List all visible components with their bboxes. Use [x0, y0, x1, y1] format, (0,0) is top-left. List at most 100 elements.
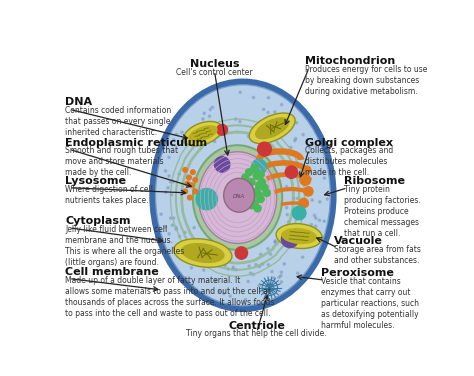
- Circle shape: [214, 131, 216, 133]
- Circle shape: [224, 265, 227, 267]
- Circle shape: [285, 206, 288, 209]
- Text: Nucleus: Nucleus: [190, 59, 239, 69]
- Circle shape: [189, 183, 194, 188]
- Text: Ribosome: Ribosome: [344, 176, 405, 186]
- Circle shape: [300, 174, 310, 185]
- Text: Cytoplasm: Cytoplasm: [65, 216, 130, 226]
- Ellipse shape: [249, 113, 295, 144]
- Circle shape: [323, 220, 326, 222]
- Circle shape: [269, 253, 272, 255]
- Circle shape: [235, 118, 237, 120]
- Circle shape: [274, 240, 276, 242]
- Circle shape: [295, 121, 298, 124]
- Circle shape: [168, 175, 170, 177]
- Circle shape: [302, 133, 304, 136]
- Circle shape: [267, 264, 270, 266]
- Circle shape: [297, 244, 299, 246]
- Circle shape: [281, 103, 283, 106]
- Circle shape: [252, 273, 255, 276]
- Circle shape: [164, 170, 167, 172]
- Circle shape: [303, 166, 310, 174]
- Circle shape: [285, 202, 288, 205]
- Ellipse shape: [184, 121, 222, 146]
- Circle shape: [290, 146, 292, 149]
- Circle shape: [193, 227, 195, 229]
- Circle shape: [193, 189, 198, 194]
- Circle shape: [273, 111, 276, 113]
- Circle shape: [175, 133, 178, 135]
- Circle shape: [196, 188, 218, 210]
- Circle shape: [173, 217, 175, 219]
- Circle shape: [294, 139, 296, 142]
- Circle shape: [202, 269, 205, 271]
- Circle shape: [248, 265, 250, 267]
- Circle shape: [254, 205, 261, 212]
- Circle shape: [188, 195, 192, 200]
- Ellipse shape: [224, 178, 255, 212]
- Circle shape: [280, 281, 283, 283]
- Circle shape: [209, 115, 210, 117]
- Circle shape: [227, 268, 229, 270]
- Text: DNA: DNA: [233, 194, 245, 199]
- Text: Cell membrane: Cell membrane: [65, 267, 159, 277]
- Circle shape: [273, 277, 275, 279]
- Circle shape: [322, 171, 324, 174]
- Circle shape: [319, 200, 321, 203]
- Circle shape: [267, 111, 269, 114]
- Circle shape: [168, 156, 170, 159]
- Circle shape: [190, 261, 191, 263]
- Circle shape: [304, 187, 313, 196]
- Circle shape: [251, 164, 258, 172]
- Circle shape: [282, 234, 284, 237]
- Circle shape: [209, 108, 211, 111]
- Circle shape: [201, 247, 203, 249]
- Circle shape: [288, 167, 290, 170]
- Circle shape: [181, 131, 183, 133]
- Circle shape: [173, 139, 175, 141]
- Circle shape: [160, 213, 162, 215]
- Circle shape: [232, 268, 234, 270]
- Circle shape: [217, 124, 228, 135]
- Text: Contains coded information
that passes on every single
inherited characteristic.: Contains coded information that passes o…: [65, 106, 171, 137]
- Circle shape: [323, 177, 326, 179]
- Circle shape: [282, 231, 298, 248]
- Circle shape: [169, 180, 172, 183]
- Circle shape: [251, 159, 267, 174]
- Circle shape: [292, 197, 295, 200]
- Circle shape: [301, 256, 304, 258]
- Circle shape: [229, 295, 231, 297]
- Circle shape: [303, 183, 306, 186]
- Text: Smooth and rough tubes that
move and store materials
made by the cell.: Smooth and rough tubes that move and sto…: [65, 146, 178, 177]
- Text: Mitochondrion: Mitochondrion: [305, 56, 395, 66]
- Circle shape: [318, 219, 320, 221]
- Circle shape: [259, 121, 262, 123]
- Circle shape: [218, 290, 220, 293]
- Circle shape: [276, 152, 279, 154]
- Text: Jelly-like fluid between cell
membrane and the nucleus.
This is where all the or: Jelly-like fluid between cell membrane a…: [65, 225, 184, 267]
- Circle shape: [178, 173, 181, 175]
- Circle shape: [203, 112, 205, 114]
- Circle shape: [270, 117, 272, 120]
- Text: DNA: DNA: [65, 97, 92, 108]
- Ellipse shape: [199, 152, 277, 243]
- Circle shape: [310, 224, 312, 226]
- Circle shape: [253, 188, 261, 195]
- Circle shape: [232, 266, 235, 268]
- Ellipse shape: [188, 125, 218, 142]
- Circle shape: [211, 106, 214, 109]
- Circle shape: [263, 124, 265, 127]
- Text: Cell's control center: Cell's control center: [176, 68, 253, 77]
- Circle shape: [285, 185, 288, 188]
- Circle shape: [164, 191, 167, 193]
- Circle shape: [247, 135, 250, 138]
- Text: Vacuole: Vacuole: [334, 236, 383, 246]
- Circle shape: [239, 91, 241, 93]
- Circle shape: [170, 194, 173, 196]
- Circle shape: [244, 299, 246, 301]
- Text: Endoplasmic reticulum: Endoplasmic reticulum: [65, 138, 207, 147]
- Circle shape: [263, 189, 271, 197]
- Circle shape: [245, 195, 253, 203]
- Circle shape: [235, 268, 237, 271]
- Circle shape: [309, 189, 311, 191]
- Circle shape: [257, 195, 264, 203]
